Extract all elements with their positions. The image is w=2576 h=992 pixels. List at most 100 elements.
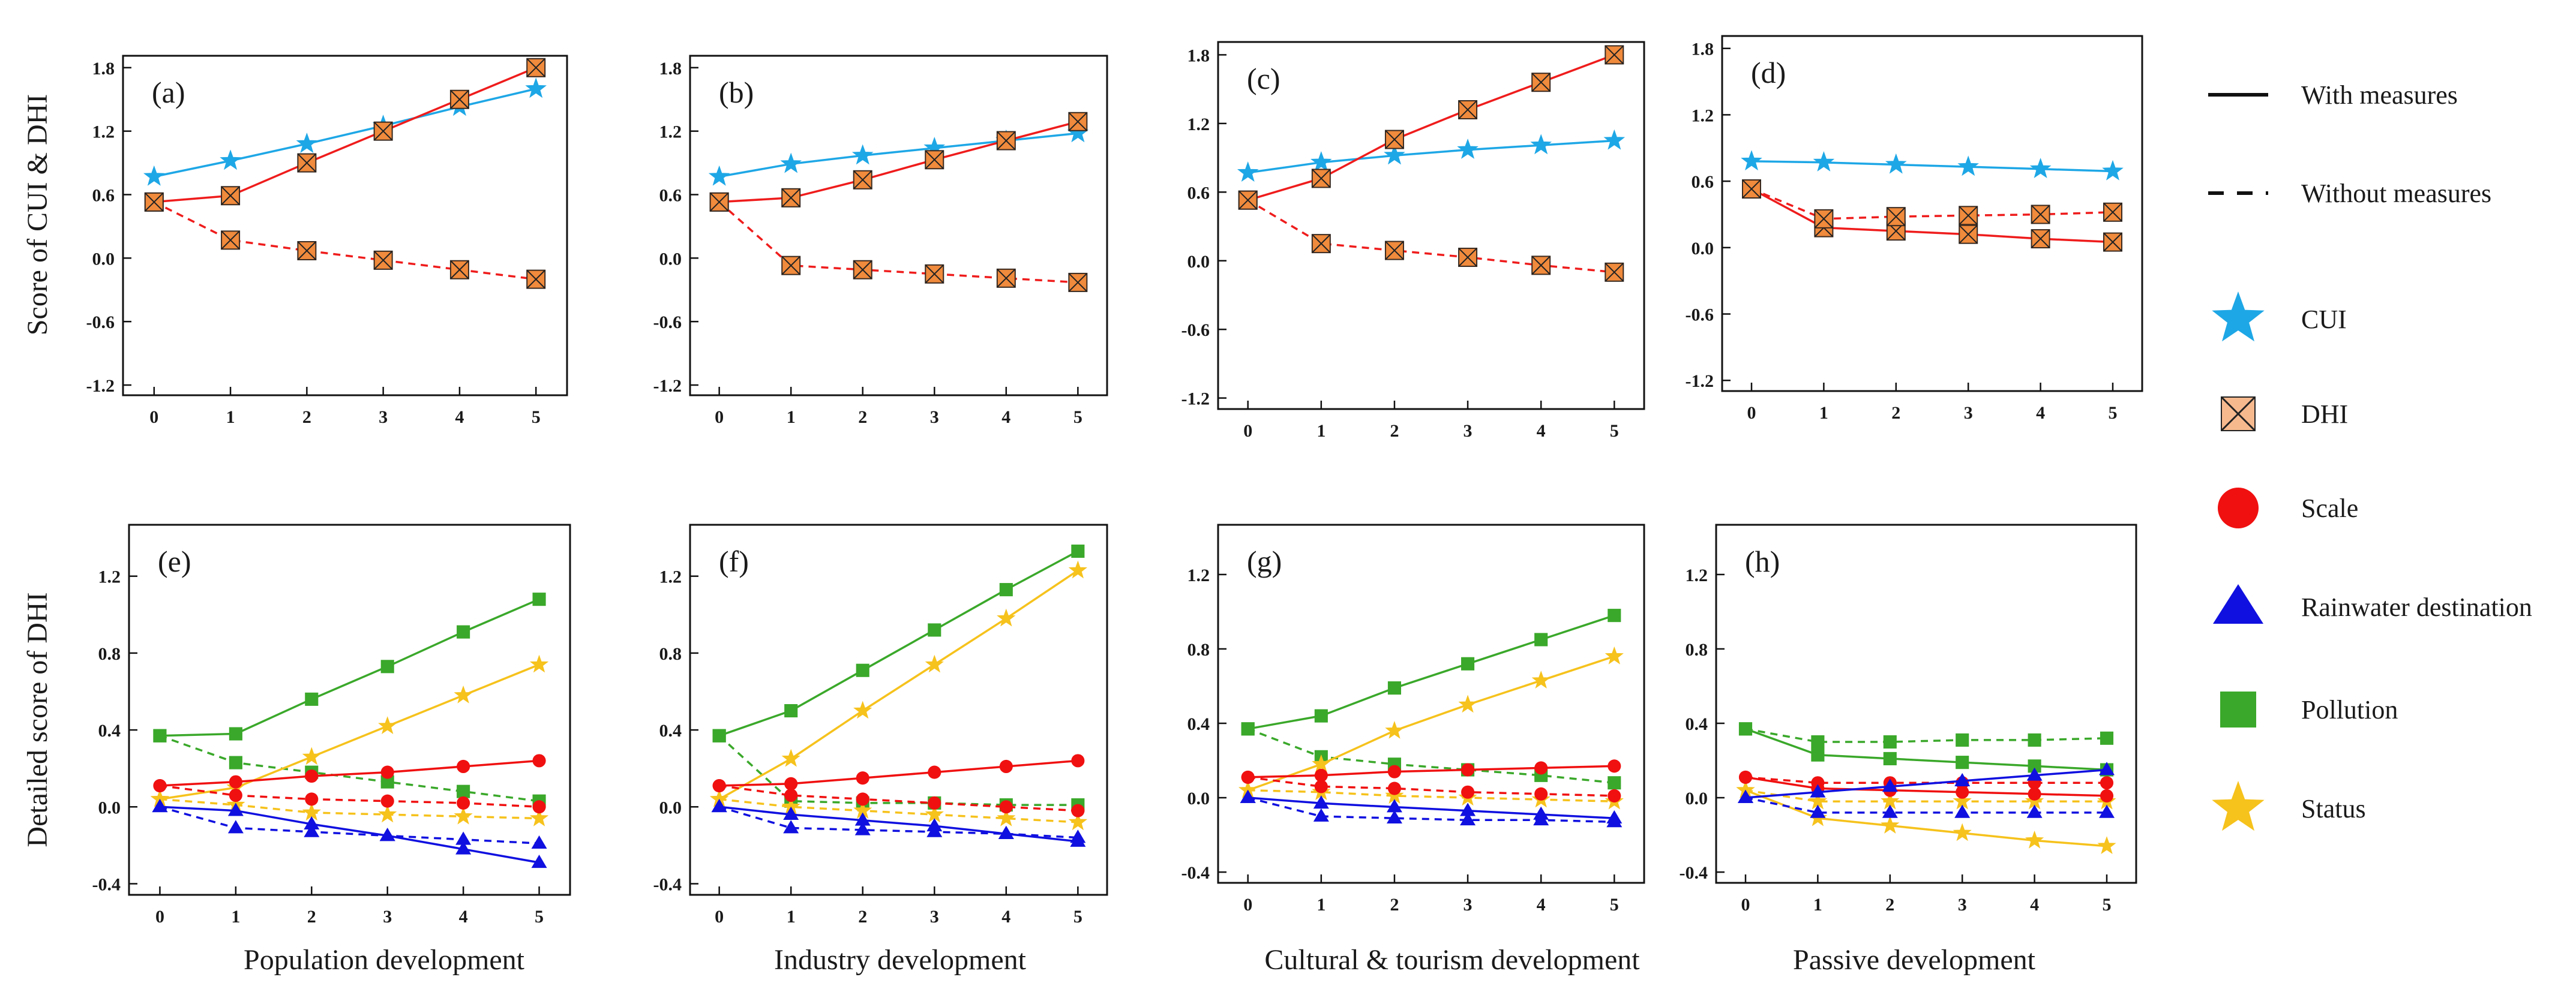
data-point-rainwater (1313, 795, 1329, 809)
series-line (160, 663, 540, 801)
data-point-pollution (784, 704, 798, 718)
x-tick-label: 4 (455, 407, 464, 427)
x-tick-label: 2 (858, 907, 867, 927)
data-point-dhi (1605, 262, 1624, 282)
data-point-pollution (153, 729, 167, 743)
data-point-dhi (1311, 169, 1331, 188)
series-rainwater-without-measures (1738, 789, 2115, 818)
series-line (719, 132, 1078, 178)
data-point-rainwater (1386, 799, 1402, 813)
legend-label: DHI (2301, 399, 2348, 429)
series-dhi-with-measures (1742, 179, 2122, 252)
y-tick-label: 0.8 (98, 644, 121, 664)
y-tick-label: 1.2 (1187, 566, 1210, 585)
data-point-pollution (2028, 759, 2041, 773)
series-rainwater-with-measures (711, 799, 1086, 847)
panel-label: (e) (158, 545, 191, 578)
data-point-rainwater (227, 820, 244, 834)
series-dhi-without-measures (1742, 179, 2122, 229)
data-point-status (853, 701, 872, 719)
y-tick-label: 0.8 (1686, 640, 1708, 660)
data-point-scale (532, 800, 546, 814)
y-axis-label-top: Score of CUI & DHI (22, 94, 53, 336)
series-scale-without-measures (153, 778, 546, 814)
x-tick-label: 0 (715, 907, 724, 927)
x-tick-label: 1 (1819, 403, 1828, 423)
data-point-status (2097, 836, 2116, 855)
data-point-pollution (1956, 733, 1969, 747)
x-tick-label: 5 (1610, 421, 1619, 441)
data-point-pollution (1883, 735, 1897, 749)
y-tick-label: -1.2 (1181, 389, 1210, 409)
x-tick-label: 0 (1243, 895, 1252, 915)
data-point-rainwater (711, 799, 727, 813)
series-line (1247, 53, 1615, 202)
data-point-status (1385, 721, 1404, 739)
data-point-cui (1384, 144, 1405, 165)
data-point-dhi (1384, 241, 1404, 260)
plot-frame (122, 55, 568, 396)
data-point-pollution (999, 583, 1013, 597)
data-point-pollution (532, 593, 546, 606)
data-point-rainwater (1460, 802, 1476, 816)
data-point-pollution (1608, 776, 1621, 790)
series-line (718, 735, 1078, 806)
y-tick-label: 0.4 (1686, 714, 1708, 734)
series-rainwater-with-measures (1738, 762, 2115, 803)
data-point-scale (712, 778, 726, 793)
x-tick-label: 2 (1885, 895, 1894, 915)
data-point-dhi (853, 170, 872, 190)
y-tick-label: 0.0 (659, 798, 682, 817)
column-label-passive: Passive development (1793, 944, 2036, 976)
column-label-cultural: Cultural & tourism development (1264, 944, 1640, 976)
data-point-rainwater (2099, 762, 2115, 775)
series-line (1751, 188, 2113, 244)
data-point-rainwater (854, 822, 871, 835)
chart-panel-g: -0.4 0.0 0.4 0.8 1.2 0 1 2 3 4 5 (g) (1181, 524, 1645, 915)
data-point-rainwater (1533, 811, 1549, 826)
x-tick-label: 5 (1610, 895, 1619, 915)
data-point-pollution (856, 663, 869, 677)
plot-frame (1721, 35, 2143, 392)
series-line (718, 569, 1079, 801)
legend-star-icon (2212, 781, 2265, 831)
data-point-status (1458, 695, 1477, 713)
series-line (160, 598, 540, 737)
legend-label: Pollution (2301, 695, 2398, 725)
series-pollution-with-measures (1738, 722, 2114, 777)
panel-label: (h) (1745, 545, 1780, 578)
series-pollution-without-measures (153, 729, 546, 808)
y-tick-label: 0.4 (1187, 714, 1210, 734)
data-point-dhi (297, 241, 317, 260)
data-point-pollution (1387, 681, 1401, 695)
x-tick-label: 3 (930, 907, 939, 927)
data-point-dhi (925, 264, 944, 284)
series-scale-without-measures (1241, 770, 1621, 802)
x-tick-label: 4 (1537, 421, 1546, 441)
series-rainwater-without-measures (711, 799, 1086, 843)
y-tick-label: 1.8 (1187, 46, 1210, 65)
x-tick-label: 0 (155, 907, 164, 927)
legend-label: Status (2301, 794, 2366, 823)
series-line (1247, 796, 1615, 823)
data-point-scale (1071, 804, 1085, 817)
y-tick-label: 0.6 (1692, 172, 1714, 192)
data-point-dhi (449, 260, 469, 279)
x-tick-label: 2 (858, 407, 867, 427)
data-point-scale (305, 769, 319, 783)
data-point-scale (1387, 781, 1401, 795)
data-point-rainwater (1606, 814, 1623, 828)
series-line (719, 805, 1078, 843)
y-tick-label: -1.2 (1686, 371, 1714, 391)
data-point-scale (856, 771, 869, 785)
data-point-rainwater (2099, 804, 2115, 818)
series-line (1745, 776, 2107, 784)
series-line (1745, 796, 2107, 814)
x-tick-label: 2 (302, 407, 311, 427)
y-tick-label: 0.4 (98, 721, 121, 741)
data-point-rainwater (1738, 789, 1753, 803)
data-point-cui (1885, 153, 1907, 174)
data-point-rainwater (1882, 804, 1898, 818)
data-point-rainwater (2026, 804, 2043, 818)
data-point-cui (1310, 151, 1332, 172)
